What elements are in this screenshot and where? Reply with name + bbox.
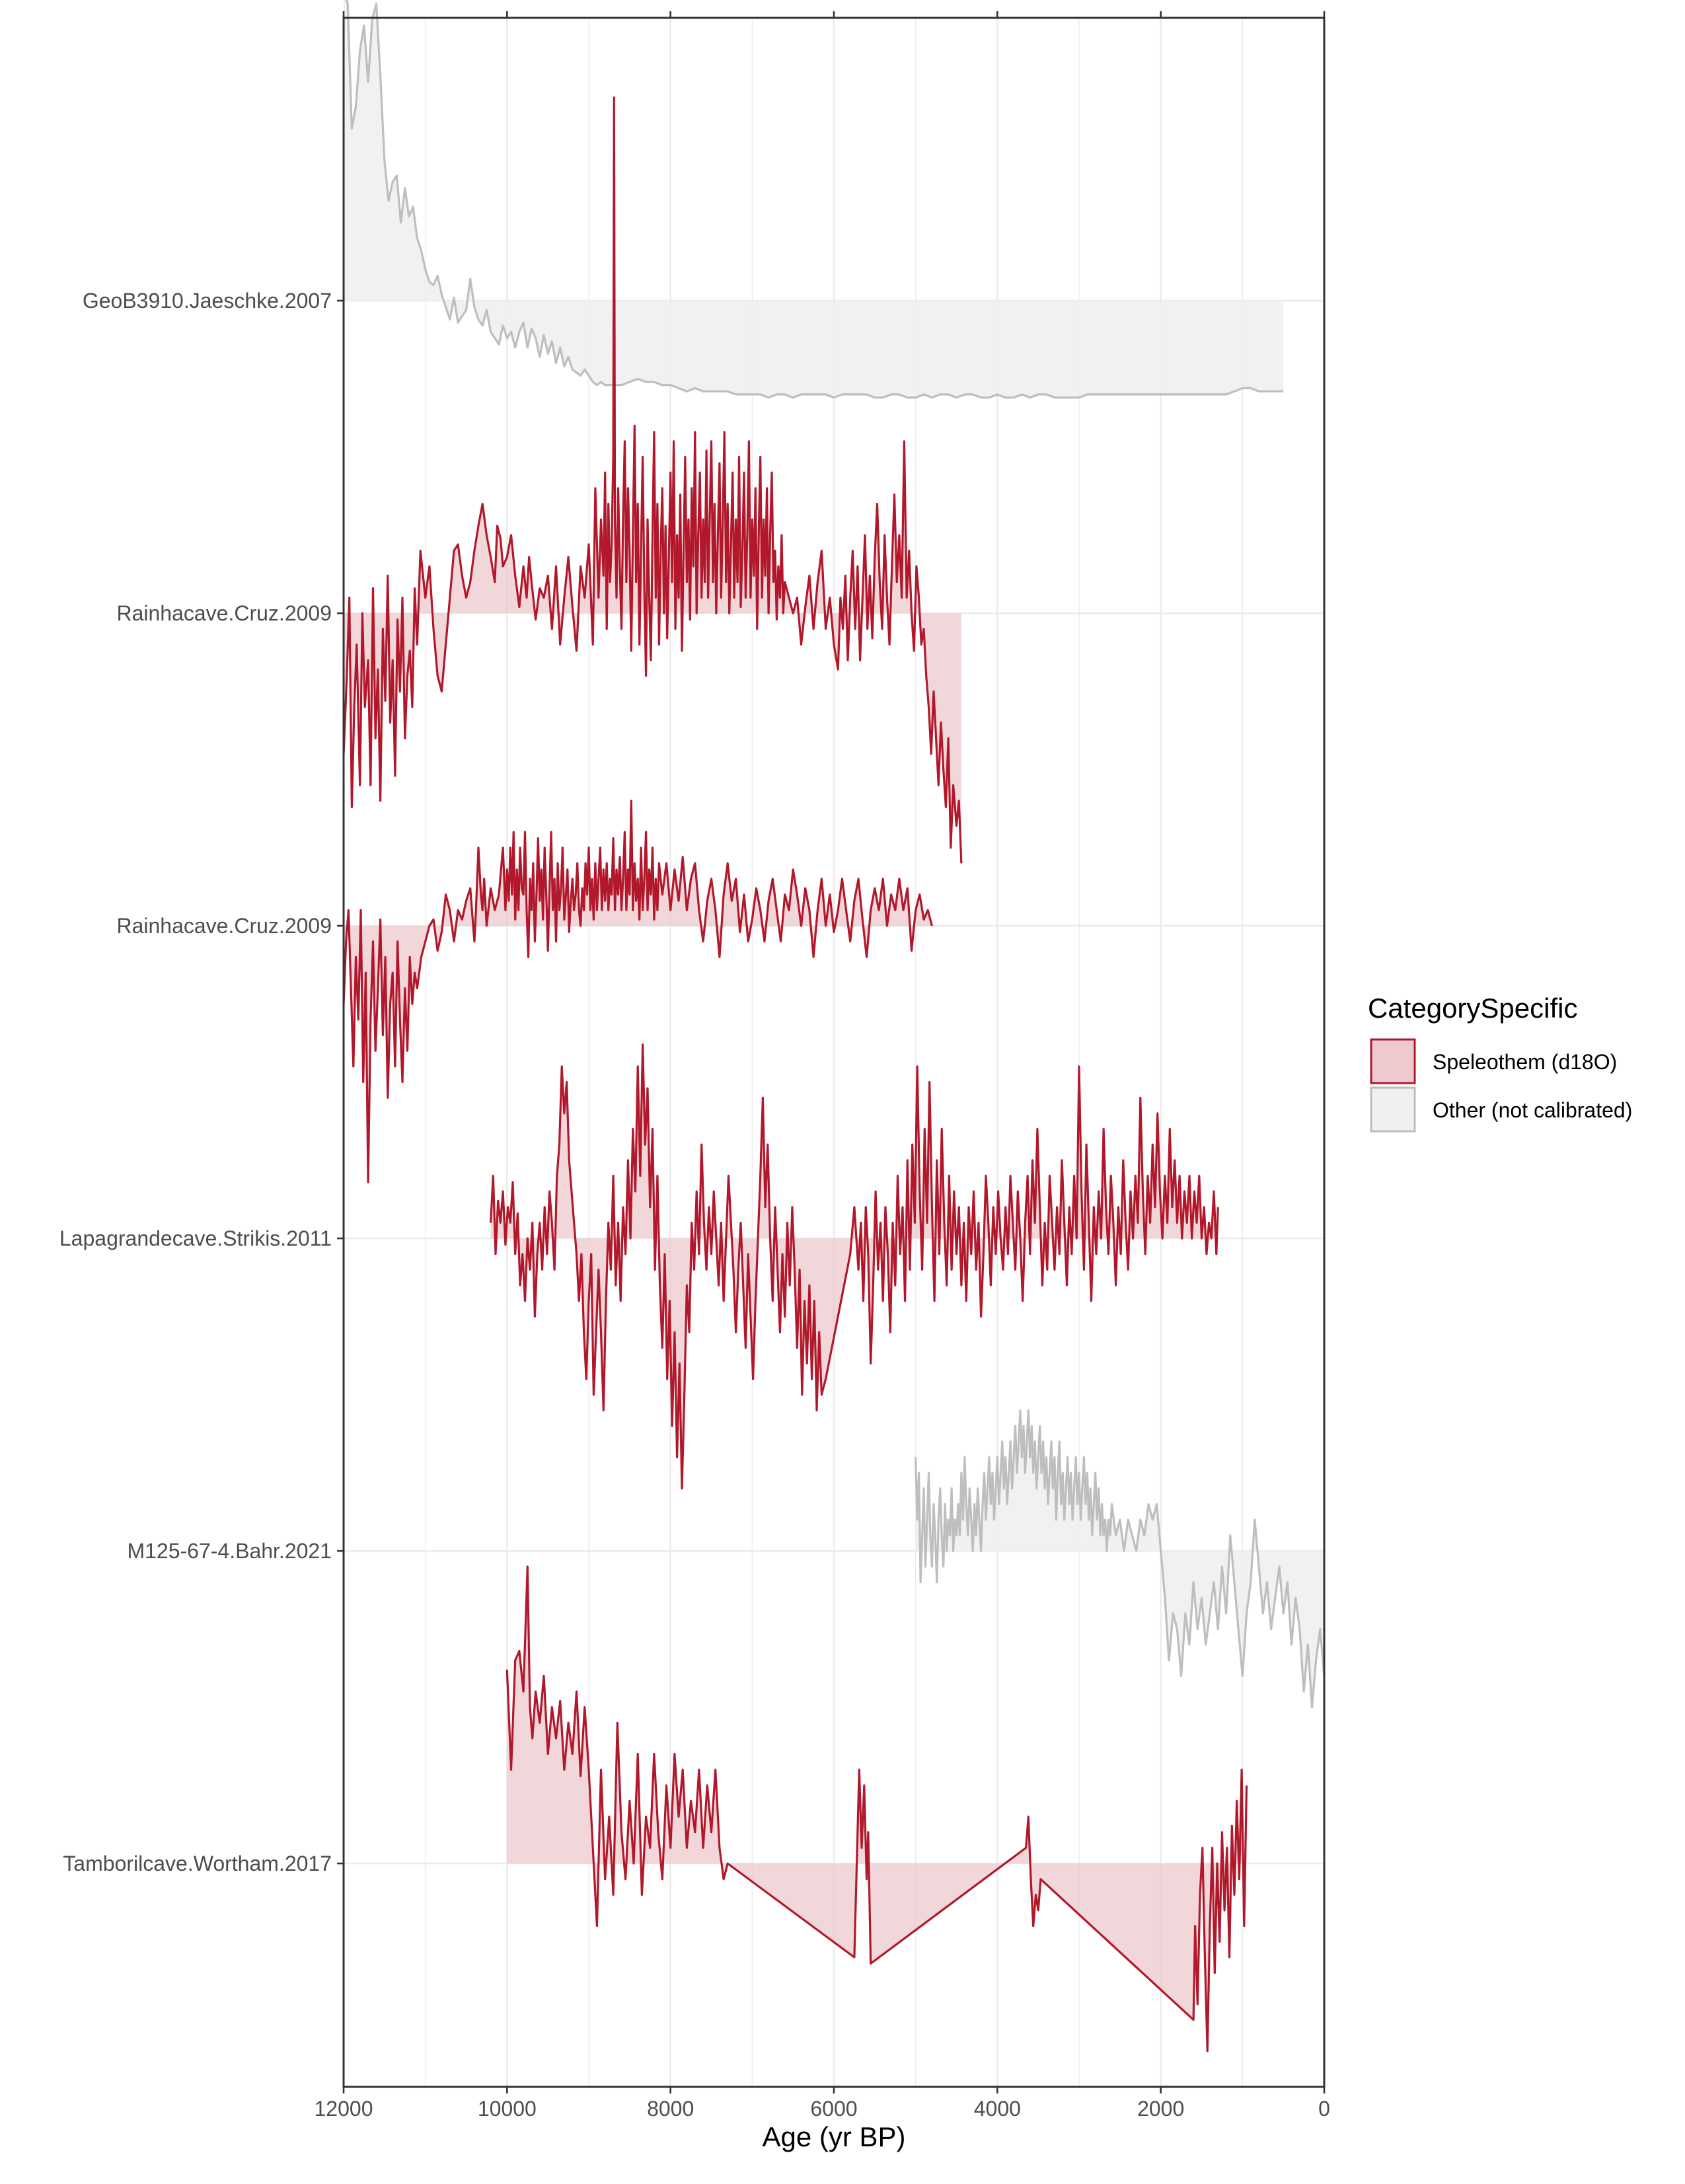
legend-label-other: Other (not calibrated) (1433, 1098, 1632, 1122)
line-layer (342, 0, 1326, 2052)
series-fill-0 (344, 0, 1284, 398)
x-tick-label-6000: 6000 (810, 2097, 857, 2121)
legend-key-speleothem (1370, 1038, 1416, 1084)
track-label-3: Lapagrandecave.Strikis.2011 (59, 1226, 332, 1250)
x-tick-label-10000: 10000 (478, 2097, 537, 2121)
series-line-5 (506, 1565, 1248, 2052)
legend-label-speleothem: Speleothem (d18O) (1433, 1050, 1617, 1074)
series-line-4 (915, 1409, 1326, 1709)
series-line-3 (490, 1043, 1219, 1489)
track-label-5: Tamborilcave.Wortham.2017 (63, 1852, 332, 1875)
track-label-1: Rainhacave.Cruz.2009 (116, 601, 332, 625)
track-labels: GeoB3910.Jaeschke.2007 Rainhacave.Cruz.20… (59, 289, 332, 1875)
track-label-0: GeoB3910.Jaeschke.2007 (83, 289, 332, 313)
legend-key-other (1370, 1086, 1416, 1133)
series-line-2 (342, 800, 933, 1184)
x-axis-ticks: 12000 10000 8000 6000 4000 2000 0 (315, 11, 1330, 2121)
series-line-0 (346, 0, 1284, 399)
series-line-1 (342, 96, 963, 864)
x-axis-title: Age (yr BP) (762, 2121, 905, 2152)
series-fill-5 (507, 1566, 1247, 2051)
series-fill-4 (915, 1410, 1324, 1708)
track-label-4: M125-67-4.Bahr.2021 (127, 1539, 332, 1563)
x-tick-label-8000: 8000 (647, 2097, 694, 2121)
track-label-2: Rainhacave.Cruz.2009 (116, 914, 332, 938)
x-tick-label-0: 0 (1318, 2097, 1330, 2121)
legend: CategorySpecific Speleothem (d18O) Other… (1368, 993, 1632, 1133)
x-tick-label-12000: 12000 (315, 2097, 373, 2121)
x-tick-label-4000: 4000 (974, 2097, 1021, 2121)
legend-title: CategorySpecific (1368, 993, 1577, 1024)
x-tick-label-2000: 2000 (1137, 2097, 1184, 2121)
